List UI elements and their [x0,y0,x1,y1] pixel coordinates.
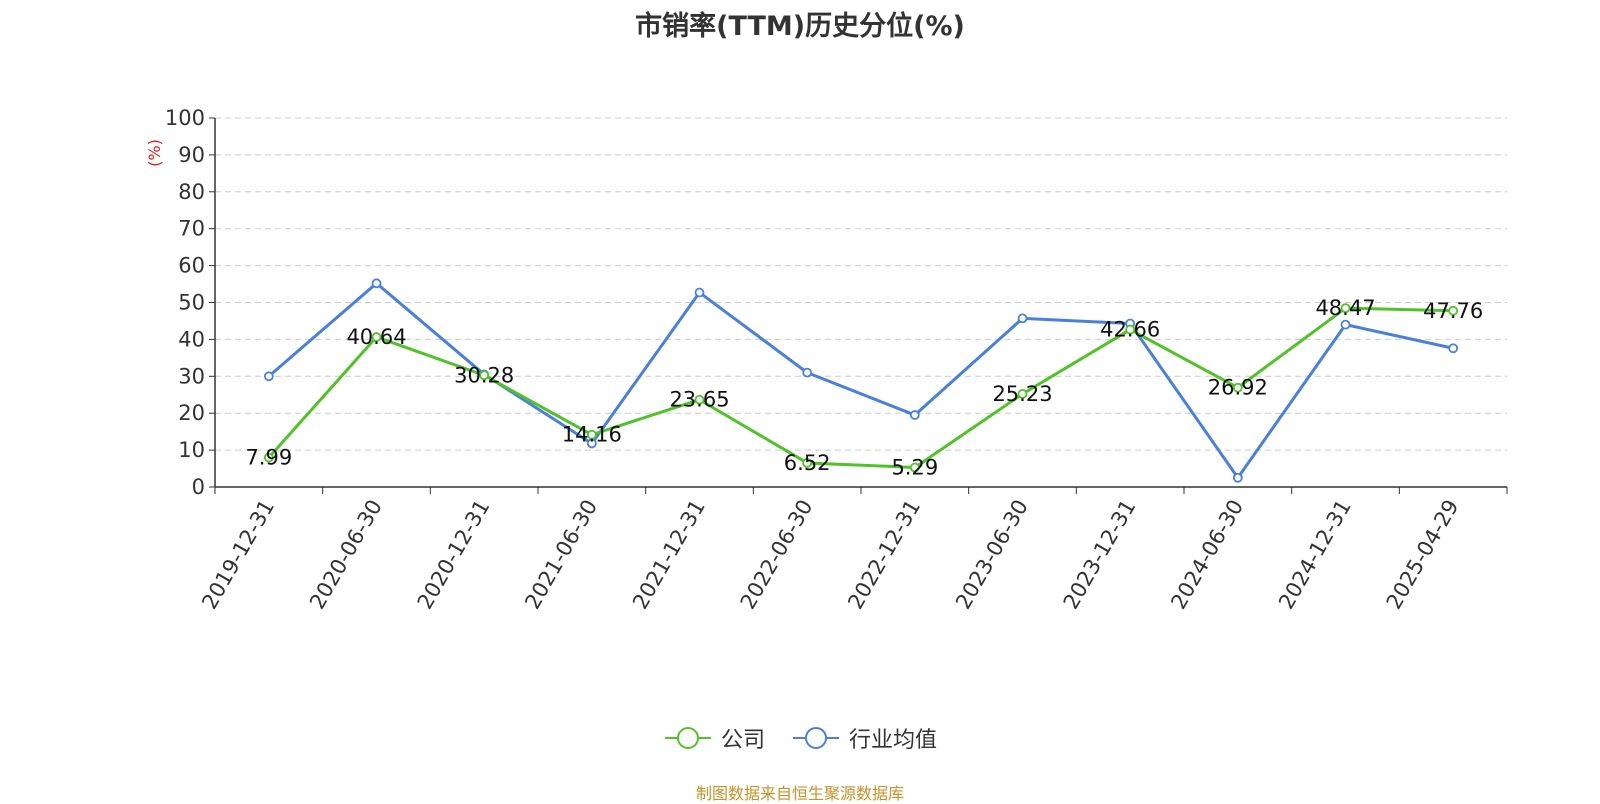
data-point-1 [1340,319,1351,330]
legend-label: 公司 [720,728,765,753]
y-tick-label: 70 [178,217,205,241]
series-line-1 [267,281,1454,480]
chart-title: 市销率(TTM)历史分位(%) [635,11,965,42]
data-point-1 [909,410,920,420]
x-tick-label: 2023-06-30 [951,496,1033,614]
data-point-1 [802,367,813,378]
x-tick-label: 2023-12-31 [1059,496,1141,614]
data-point-1 [1017,313,1028,324]
y-axis-title: (%) [145,139,164,167]
x-tick-label: 2024-12-31 [1274,496,1356,614]
chart-legend: 公司 行业均值 [0,722,1600,754]
data-point-0 [1232,382,1243,393]
x-tick-label: 2021-12-31 [628,496,710,614]
series-lines [263,278,1459,483]
data-point-0 [1340,303,1351,314]
grid-lines [215,117,1507,451]
data-point-0 [479,370,490,381]
data-point-1 [263,371,274,382]
data-point-1 [1448,343,1459,354]
data-label: 7.99 [245,446,292,470]
data-labels: 7.99 40.64 30.28 14.16 23.65 6.52 5.29 25.23 42.… [245,296,1483,479]
legend-item[interactable]: 行业均值 [791,722,937,754]
x-tick-label: 2025-04-29 [1382,496,1464,614]
x-tick-label: 2022-12-31 [843,495,925,613]
y-tick-label: 40 [178,327,205,351]
x-tick-label: 2019-12-31 [197,496,279,614]
data-label: 30.28 [454,363,514,387]
axes: 0 10 20 30 40 50 60 70 80 90 100 2019-12-31 2020-06-… [165,106,1508,614]
data-point-1 [371,278,382,289]
x-tick-label: 2022-06-30 [736,496,818,614]
y-tick-label: 80 [178,180,205,204]
data-point-0 [263,452,274,463]
data-label: 6.52 [784,451,831,475]
data-label: 23.65 [669,388,729,412]
data-label: 47.76 [1423,299,1483,323]
data-point-0 [1125,324,1136,335]
data-label: 5.29 [891,455,938,479]
y-tick-label: 10 [178,438,205,462]
data-label: 42.66 [1100,318,1160,342]
y-tick-label: 90 [178,143,205,167]
y-tick-label: 60 [178,254,205,278]
source-note: 制图数据来自恒生聚源数据库 [695,784,904,803]
data-point-0 [371,332,382,342]
legend-label: 行业均值 [849,728,938,753]
y-tick-label: 20 [178,401,205,425]
y-tick-label: 0 [192,475,205,499]
data-point-0 [1017,389,1028,399]
x-tick-label: 2021-06-30 [520,496,602,614]
data-label: 14.16 [562,423,622,447]
data-label: 25.23 [992,382,1052,406]
data-label: 26.92 [1208,376,1268,400]
legend-marker-icon [664,727,711,749]
data-point-0 [1448,305,1459,316]
data-point-0 [802,458,813,468]
y-tick-label: 50 [178,291,205,315]
x-tick-label: 2020-12-31 [413,495,495,613]
x-tick-label: 2024-06-30 [1166,496,1248,614]
data-point-1 [1232,472,1243,483]
legend-marker-icon [793,727,839,749]
x-tick-label: 2020-06-30 [305,496,387,614]
data-label: 48.47 [1315,296,1375,320]
data-point-0 [694,394,705,405]
series-line-0 [267,306,1454,469]
data-label: 40.64 [346,325,406,349]
data-point-0 [909,462,920,473]
data-point-1 [694,287,705,298]
y-tick-label: 30 [178,364,205,388]
legend-item[interactable]: 公司 [663,722,765,754]
data-point-0 [586,429,597,440]
y-tick-label: 100 [165,106,205,130]
